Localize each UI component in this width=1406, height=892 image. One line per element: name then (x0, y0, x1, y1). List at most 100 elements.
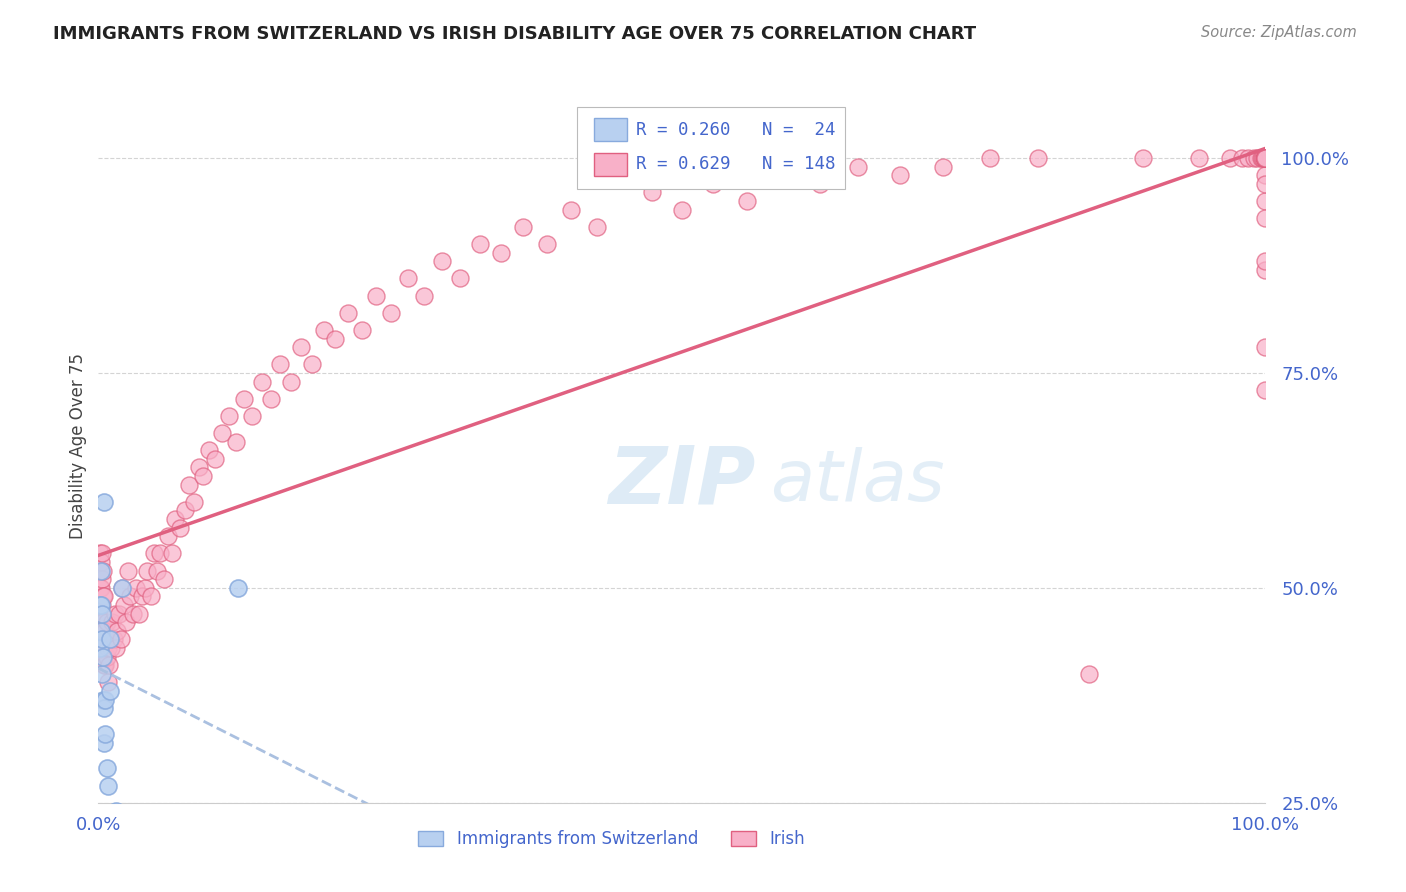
Point (808, 177, 831, 191)
Point (1254, 151, 1277, 165)
Point (90, 564, 112, 578)
Point (105, 624, 128, 638)
Point (89, 546, 111, 560)
Point (152, 572, 174, 586)
Point (640, 186, 662, 200)
Point (90, 624, 112, 638)
Point (169, 521, 191, 535)
Point (1250, 151, 1272, 165)
Point (260, 392, 283, 406)
Point (91, 649, 114, 664)
Point (1254, 151, 1277, 165)
Point (1132, 151, 1154, 165)
Point (96, 761, 118, 775)
Text: ZIP: ZIP (609, 442, 755, 521)
Point (91, 590, 114, 604)
Point (91, 564, 114, 578)
Point (157, 529, 180, 543)
Point (90, 649, 112, 664)
Point (93, 624, 115, 638)
Point (98, 632, 121, 647)
Point (94, 624, 117, 638)
Point (932, 160, 955, 174)
Point (97, 658, 120, 673)
Point (97, 675, 120, 690)
Point (90, 598, 112, 612)
Point (94, 658, 117, 673)
Point (90, 666, 112, 681)
Point (98, 684, 121, 698)
Text: atlas: atlas (769, 447, 945, 516)
Point (242, 409, 264, 423)
Point (536, 236, 558, 251)
Point (1219, 151, 1241, 165)
Point (108, 607, 131, 621)
Point (93, 495, 115, 509)
Point (89, 598, 111, 612)
Y-axis label: Disability Age Over 75: Disability Age Over 75 (69, 353, 87, 539)
Point (1254, 151, 1277, 165)
Point (1251, 151, 1274, 165)
Point (117, 564, 139, 578)
Point (149, 546, 172, 560)
Point (770, 168, 793, 182)
Point (1254, 168, 1277, 182)
Point (301, 357, 323, 371)
Point (198, 443, 221, 458)
Point (103, 632, 125, 647)
Point (111, 581, 134, 595)
Point (1026, 151, 1049, 165)
Point (93, 701, 115, 715)
Point (104, 641, 127, 656)
Point (1254, 151, 1277, 165)
Point (179, 477, 201, 491)
Point (90, 607, 112, 621)
Point (204, 451, 226, 466)
Text: R = 0.629   N = 148: R = 0.629 N = 148 (637, 155, 837, 173)
Point (134, 581, 156, 595)
Point (1254, 151, 1277, 165)
Point (250, 838, 273, 853)
Point (280, 375, 302, 389)
Point (89, 564, 111, 578)
FancyBboxPatch shape (595, 119, 627, 141)
Point (143, 546, 166, 560)
Point (193, 469, 215, 483)
Point (146, 564, 169, 578)
Point (430, 254, 453, 268)
Point (90, 624, 112, 638)
Point (90, 598, 112, 612)
Point (128, 607, 150, 621)
Point (1254, 194, 1277, 208)
Point (89, 641, 111, 656)
Point (449, 271, 471, 285)
Point (110, 632, 132, 647)
Point (1254, 151, 1277, 165)
Point (187, 460, 209, 475)
Point (91, 615, 114, 630)
Point (211, 426, 233, 441)
Point (1254, 151, 1277, 165)
Point (1254, 151, 1277, 165)
Point (1246, 151, 1268, 165)
Point (1254, 151, 1277, 165)
Point (91, 692, 114, 706)
Point (735, 194, 758, 208)
Point (228, 581, 250, 595)
Point (413, 288, 436, 302)
Point (1254, 262, 1277, 277)
Point (1078, 666, 1101, 681)
Point (1254, 151, 1277, 165)
Point (366, 288, 388, 302)
Point (139, 590, 162, 604)
Point (96, 615, 118, 630)
Point (468, 236, 491, 251)
Point (671, 202, 693, 217)
Point (250, 375, 273, 389)
Point (1254, 340, 1277, 354)
Point (225, 434, 247, 449)
Point (560, 202, 582, 217)
Point (1254, 211, 1277, 226)
Point (380, 306, 402, 320)
Point (104, 805, 127, 819)
